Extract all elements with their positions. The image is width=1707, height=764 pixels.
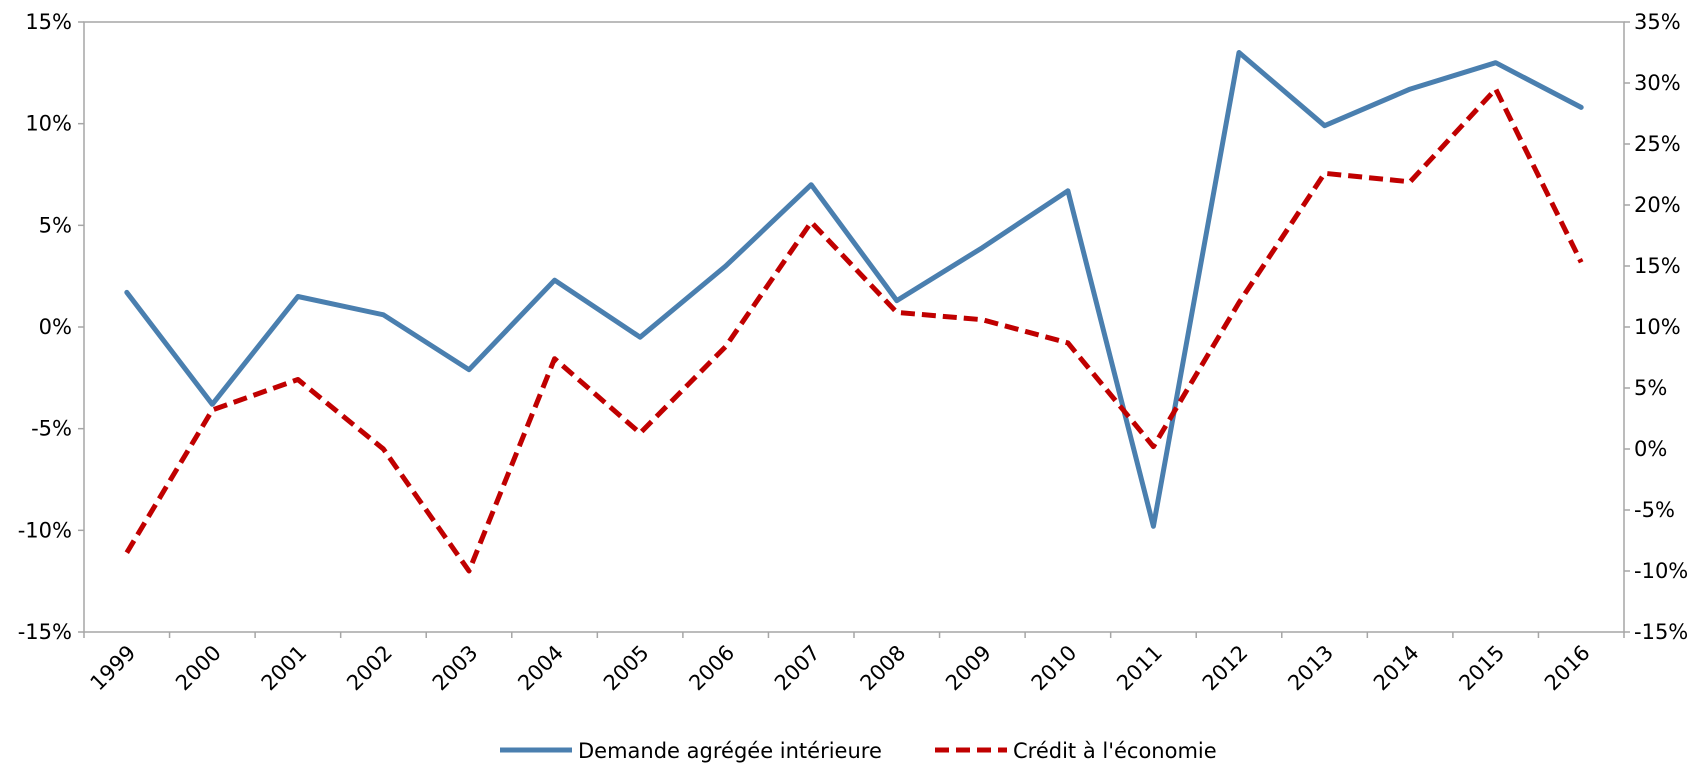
y-right-tick-label: 15%: [1634, 254, 1681, 278]
x-tick-label: 2014: [1369, 641, 1424, 696]
legend-label-demande: Demande agrégée intérieure: [578, 739, 882, 763]
x-tick-label: 2010: [1027, 641, 1082, 696]
plot-area: [83, 21, 1625, 633]
x-tick-label: 2016: [1540, 641, 1595, 696]
legend-label-credit: Crédit à l'économie: [1013, 739, 1217, 763]
x-tick-label: 2006: [684, 641, 739, 696]
x-tick-label: 2007: [770, 641, 825, 696]
y-left-tick-label: -5%: [31, 417, 72, 441]
y-left-axis-ticks: -15% -10% -5% 0% 5% 10% 15%: [18, 10, 84, 644]
x-tick-label: 2003: [428, 641, 483, 696]
y-right-tick-label: 25%: [1634, 132, 1681, 156]
y-right-tick-label: -5%: [1634, 498, 1675, 522]
x-tick-label: 2002: [342, 641, 397, 696]
series-line-credit: [124, 86, 1584, 574]
x-tick-label: 2015: [1454, 641, 1509, 696]
x-tick-label: 2000: [171, 641, 226, 696]
y-left-tick-label: 5%: [39, 213, 72, 237]
y-left-tick-label: 15%: [25, 10, 72, 34]
y-left-tick-label: 10%: [25, 112, 72, 136]
y-right-tick-label: 20%: [1634, 193, 1681, 217]
x-tick-label: 2001: [257, 641, 312, 696]
y-right-tick-label: -15%: [1634, 620, 1688, 644]
x-tick-label: 2004: [513, 641, 568, 696]
x-tick-label: 2011: [1112, 641, 1167, 696]
y-right-tick-label: 30%: [1634, 71, 1681, 95]
x-tick-label: 2012: [1198, 641, 1253, 696]
x-tick-label: 2005: [599, 641, 654, 696]
x-axis-ticks: 1999 2000 2001 2002 2003 2004 2005 2006 2007 2008…: [83, 632, 1625, 696]
series-layer: [124, 50, 1584, 574]
y-left-tick-label: 0%: [39, 315, 72, 339]
x-tick-label: 2013: [1283, 641, 1338, 696]
y-right-tick-label: -10%: [1634, 559, 1688, 583]
y-right-tick-label: 10%: [1634, 315, 1681, 339]
y-right-tick-label: 35%: [1634, 10, 1681, 34]
y-left-tick-label: -15%: [18, 620, 72, 644]
legend: Demande agrégée intérieure Crédit à l'éc…: [500, 739, 1217, 763]
y-left-tick-label: -10%: [18, 518, 72, 542]
x-tick-label: 2008: [856, 641, 911, 696]
x-tick-label: 2009: [941, 641, 996, 696]
y-right-tick-label: 0%: [1634, 437, 1667, 461]
series-line-demande: [124, 50, 1584, 529]
y-right-tick-label: 5%: [1634, 376, 1667, 400]
y-right-axis-ticks: -15% -10% -5% 0% 5% 10% 15% 20% 25% 30% 35%: [1624, 10, 1688, 644]
x-tick-label: 1999: [86, 641, 141, 696]
